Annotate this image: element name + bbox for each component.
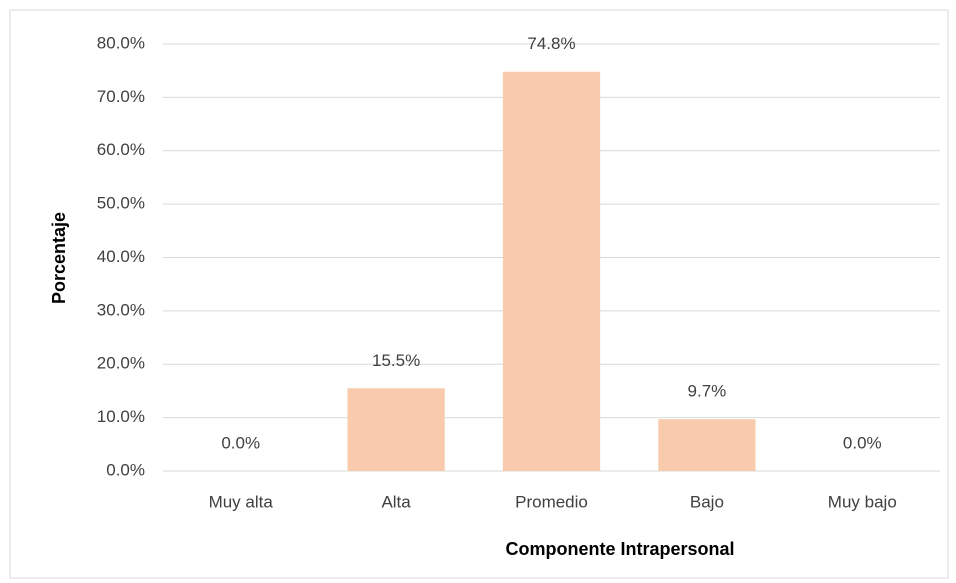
x-tick-label: Bajo <box>690 492 724 511</box>
bar <box>658 419 756 471</box>
value-label: 0.0% <box>843 433 882 452</box>
y-axis-title: Porcentaje <box>49 212 69 304</box>
y-tick-label: 10.0% <box>97 407 145 426</box>
chart-border <box>9 9 949 579</box>
x-tick-label: Muy bajo <box>828 492 897 511</box>
value-label: 0.0% <box>221 433 260 452</box>
y-tick-label: 60.0% <box>97 140 145 159</box>
y-tick-label: 70.0% <box>97 87 145 106</box>
x-tick-label: Muy alta <box>209 492 274 511</box>
y-tick-label: 80.0% <box>97 33 145 52</box>
bar <box>502 71 601 471</box>
x-tick-label: Promedio <box>515 492 588 511</box>
value-label: 74.8% <box>527 34 575 53</box>
y-tick-label: 30.0% <box>97 300 145 319</box>
y-tick-label: 0.0% <box>106 460 145 479</box>
value-label: 15.5% <box>372 351 420 370</box>
y-tick-label: 50.0% <box>97 194 145 213</box>
value-label: 9.7% <box>688 382 727 401</box>
y-tick-label: 20.0% <box>97 354 145 373</box>
x-axis-title: Componente Intrapersonal <box>505 539 734 559</box>
y-tick-label: 40.0% <box>97 247 145 266</box>
bar <box>347 388 445 471</box>
x-tick-label: Alta <box>381 492 411 511</box>
